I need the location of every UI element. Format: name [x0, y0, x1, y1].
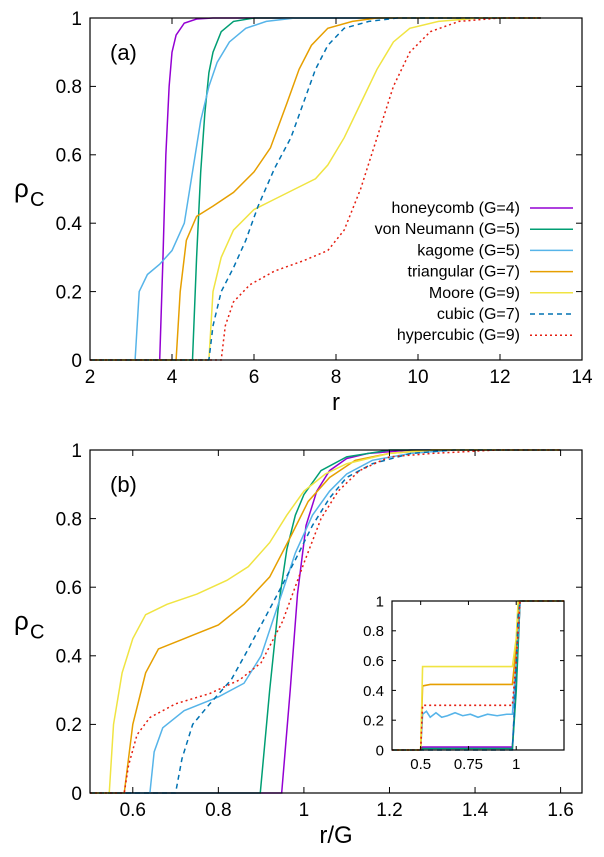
panel-a-series-0 [90, 17, 541, 361]
panel-a-legend-label-3: triangular (G=7) [408, 264, 521, 281]
panel-b-ytick-label-0: 0 [71, 784, 82, 805]
panel-a-xtick-label-2: 6 [249, 367, 260, 388]
panel-inset-series-6 [392, 600, 564, 751]
panel-inset-series-2 [392, 600, 564, 751]
panel-a-ylabel: ρ [14, 173, 29, 203]
panel-a-ytick-label-3: 0.6 [56, 146, 82, 167]
panel-a-series-3 [90, 17, 541, 361]
panel-a-legend-label-0: honeycomb (G=4) [391, 200, 520, 217]
panel-inset-ytick-label-5: 1 [376, 593, 384, 610]
panel-a-xtick-label-5: 12 [489, 367, 510, 388]
panel-inset-ytick-label-4: 0.8 [363, 623, 384, 640]
panel-b-series-1 [90, 449, 561, 794]
panel-b: 0.6 0.8 1 1.2 1.4 1.6 0 0.2 0.4 0.6 0.8 1 r/G ρ C (b) [14, 441, 583, 849]
panel-a-xtick-label-0: 2 [85, 367, 96, 388]
panel-b-series-group [90, 449, 561, 794]
panel-b-xlabel: r/G [319, 822, 352, 849]
panel-b-series-2 [90, 449, 561, 794]
panel-a-ytick-label-5: 1 [71, 9, 82, 30]
panel-a-legend-label-6: hypercubic (G=9) [397, 327, 520, 344]
panel-a-xtick-label-4: 10 [407, 367, 428, 388]
panel-a-series-2 [90, 17, 541, 361]
panel-inset-ytick-label-0: 0 [376, 742, 384, 759]
panel-inset-xtick-label-0: 0.5 [410, 756, 431, 773]
panel-inset-xtick-label-2: 1 [512, 756, 520, 773]
panel-a-xlabel: r [332, 389, 340, 416]
panel-b-series-5 [90, 449, 561, 794]
panel-b-series-4 [90, 449, 561, 794]
inset-background [392, 601, 564, 750]
panel-b-ytick-label-2: 0.4 [56, 647, 83, 668]
panel-b-xtick-label-3: 1.2 [376, 800, 402, 821]
panel-a: 2 4 6 8 10 12 14 0 0.2 0.4 0.6 0.8 1 r ρ C (a) honeycomb … [14, 9, 593, 416]
panel-a-legend-label-1: von Neumann (G=5) [375, 221, 520, 238]
panel-inset-frame [391, 600, 565, 751]
panel-a-ytick-label-4: 0.8 [56, 77, 82, 98]
panel-b-frame [89, 449, 583, 794]
panel-b-xtick-label-4: 1.4 [462, 800, 489, 821]
panel-b-xtick-label-5: 1.6 [547, 800, 573, 821]
panel-a-label: (a) [110, 40, 137, 65]
panel-a-ytick-label-0: 0 [71, 351, 82, 372]
panel-a-xtick-label-3: 8 [331, 367, 342, 388]
panel-b-ytick-label-4: 0.8 [56, 509, 82, 530]
panel-b-ytick-label-1: 0.2 [56, 715, 82, 736]
panel-inset-xtick-label-1: 0.75 [454, 756, 483, 773]
panel-a-series-1 [90, 17, 541, 361]
panel-inset-ytick-label-3: 0.6 [363, 653, 384, 670]
panel-a-ytick-label-2: 0.4 [56, 214, 83, 235]
panel-inset: 0.5 0.75 1 0 0.2 0.4 0.6 0.8 1 [363, 593, 565, 773]
panel-a-ytick-label-1: 0.2 [56, 282, 82, 303]
panel-inset-series-4 [392, 600, 564, 751]
panel-b-ylabel: ρ [14, 606, 29, 636]
panel-a-xtick-label-6: 14 [571, 367, 593, 388]
panel-b-xtick-label-1: 0.8 [205, 800, 231, 821]
panel-b-xtick-label-0: 0.6 [120, 800, 146, 821]
panel-b-ytick-label-3: 0.6 [56, 578, 82, 599]
panel-b-label: (b) [110, 472, 137, 497]
panel-b-ylabel-sub: C [30, 622, 44, 644]
panel-a-legend-label-4: Moore (G=9) [429, 285, 520, 302]
panel-a-series-6 [90, 17, 541, 361]
panel-inset-ytick-label-1: 0.2 [363, 713, 384, 730]
panel-a-series-group [90, 17, 541, 361]
panel-inset-ytick-label-2: 0.4 [363, 683, 384, 700]
panel-a-legend-label-2: kagome (G=5) [417, 242, 520, 259]
panel-b-xtick-label-2: 1 [299, 800, 310, 821]
panel-a-series-4 [90, 17, 541, 361]
panel-a-legend-label-5: cubic (G=7) [437, 306, 520, 323]
panel-a-ylabel-sub: C [30, 189, 44, 211]
panel-a-xtick-label-1: 4 [167, 367, 178, 388]
panel-b-ytick-label-5: 1 [71, 441, 82, 462]
